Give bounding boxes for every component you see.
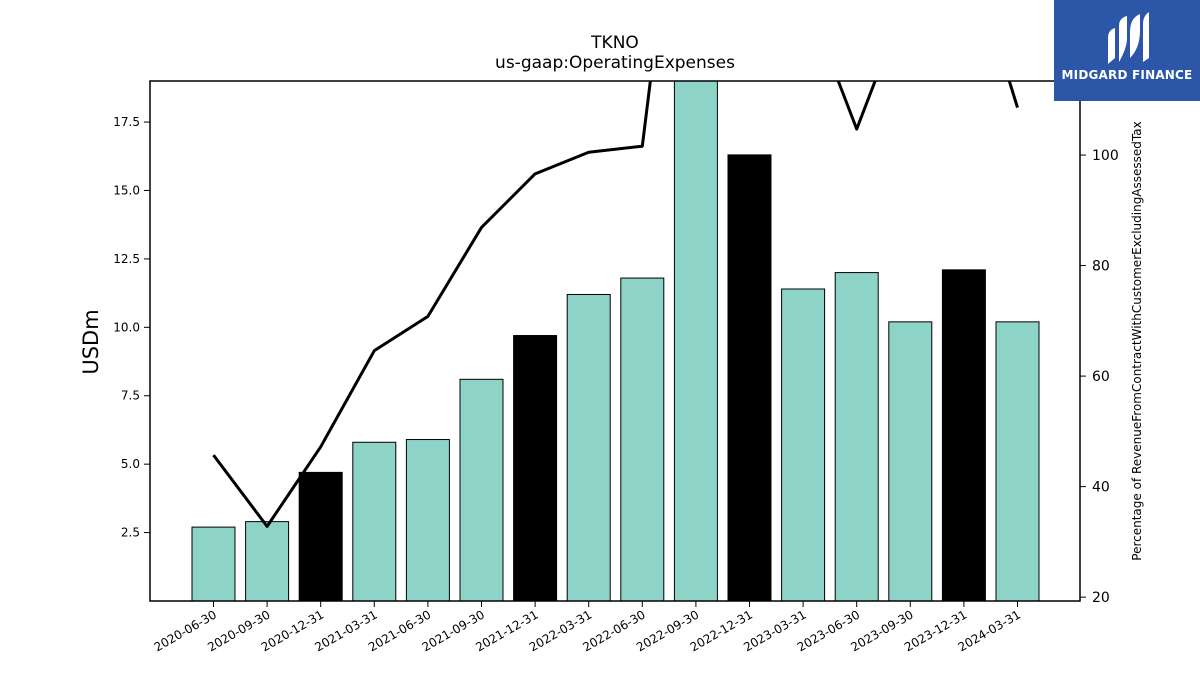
y2-tick-label: 40 — [1092, 480, 1110, 496]
bar — [673, 81, 718, 601]
y2-tick-label: 20 — [1092, 590, 1110, 606]
y-tick-label: 7.5 — [121, 389, 140, 403]
chart-title: TKNO — [590, 33, 639, 53]
y2-axis-label: Percentage of RevenueFromContractWithCus… — [1130, 121, 1144, 560]
y-tick-label: 17.5 — [113, 115, 140, 129]
bar — [513, 335, 558, 601]
chart-subtitle: us-gaap:OperatingExpenses — [495, 53, 735, 73]
bar — [727, 154, 772, 601]
right-axis-ticks: 20 40 60 80 100 — [1080, 148, 1119, 606]
line-path — [212, 81, 1019, 528]
bar — [298, 471, 343, 601]
x-axis-ticks: 2020-06-302020-09-302020-12-312021-03-31… — [152, 601, 1023, 654]
bar — [566, 293, 611, 601]
bar — [941, 269, 986, 601]
left-axis-ticks: 2.5 5.0 7.5 10.0 12.5 15.0 17.5 — [113, 115, 150, 540]
y-tick-label: 5.0 — [121, 457, 140, 471]
bar-series — [191, 81, 1040, 601]
bar — [459, 378, 504, 601]
y-axis-label: USDm — [79, 309, 103, 374]
bar — [888, 321, 933, 601]
bar — [352, 441, 397, 601]
bar — [620, 277, 665, 601]
line-series — [212, 81, 1019, 528]
bar — [781, 288, 826, 601]
y-tick-label: 15.0 — [113, 183, 140, 197]
y2-tick-label: 100 — [1092, 148, 1119, 164]
midgard-logo-icon — [1108, 12, 1149, 64]
y-tick-label: 2.5 — [121, 526, 140, 540]
bar — [245, 521, 290, 601]
bar — [405, 439, 450, 601]
bar — [191, 526, 236, 601]
y2-tick-label: 60 — [1092, 369, 1110, 385]
y2-tick-label: 80 — [1092, 259, 1110, 275]
plot-frame — [149, 80, 1081, 602]
logo-text: MIDGARD FINANCE — [1061, 68, 1193, 82]
bar — [995, 321, 1040, 601]
y-tick-label: 12.5 — [113, 252, 140, 266]
midgard-finance-logo: MIDGARD FINANCE — [1054, 0, 1200, 101]
y-tick-label: 10.0 — [113, 320, 140, 334]
bar — [834, 272, 879, 601]
